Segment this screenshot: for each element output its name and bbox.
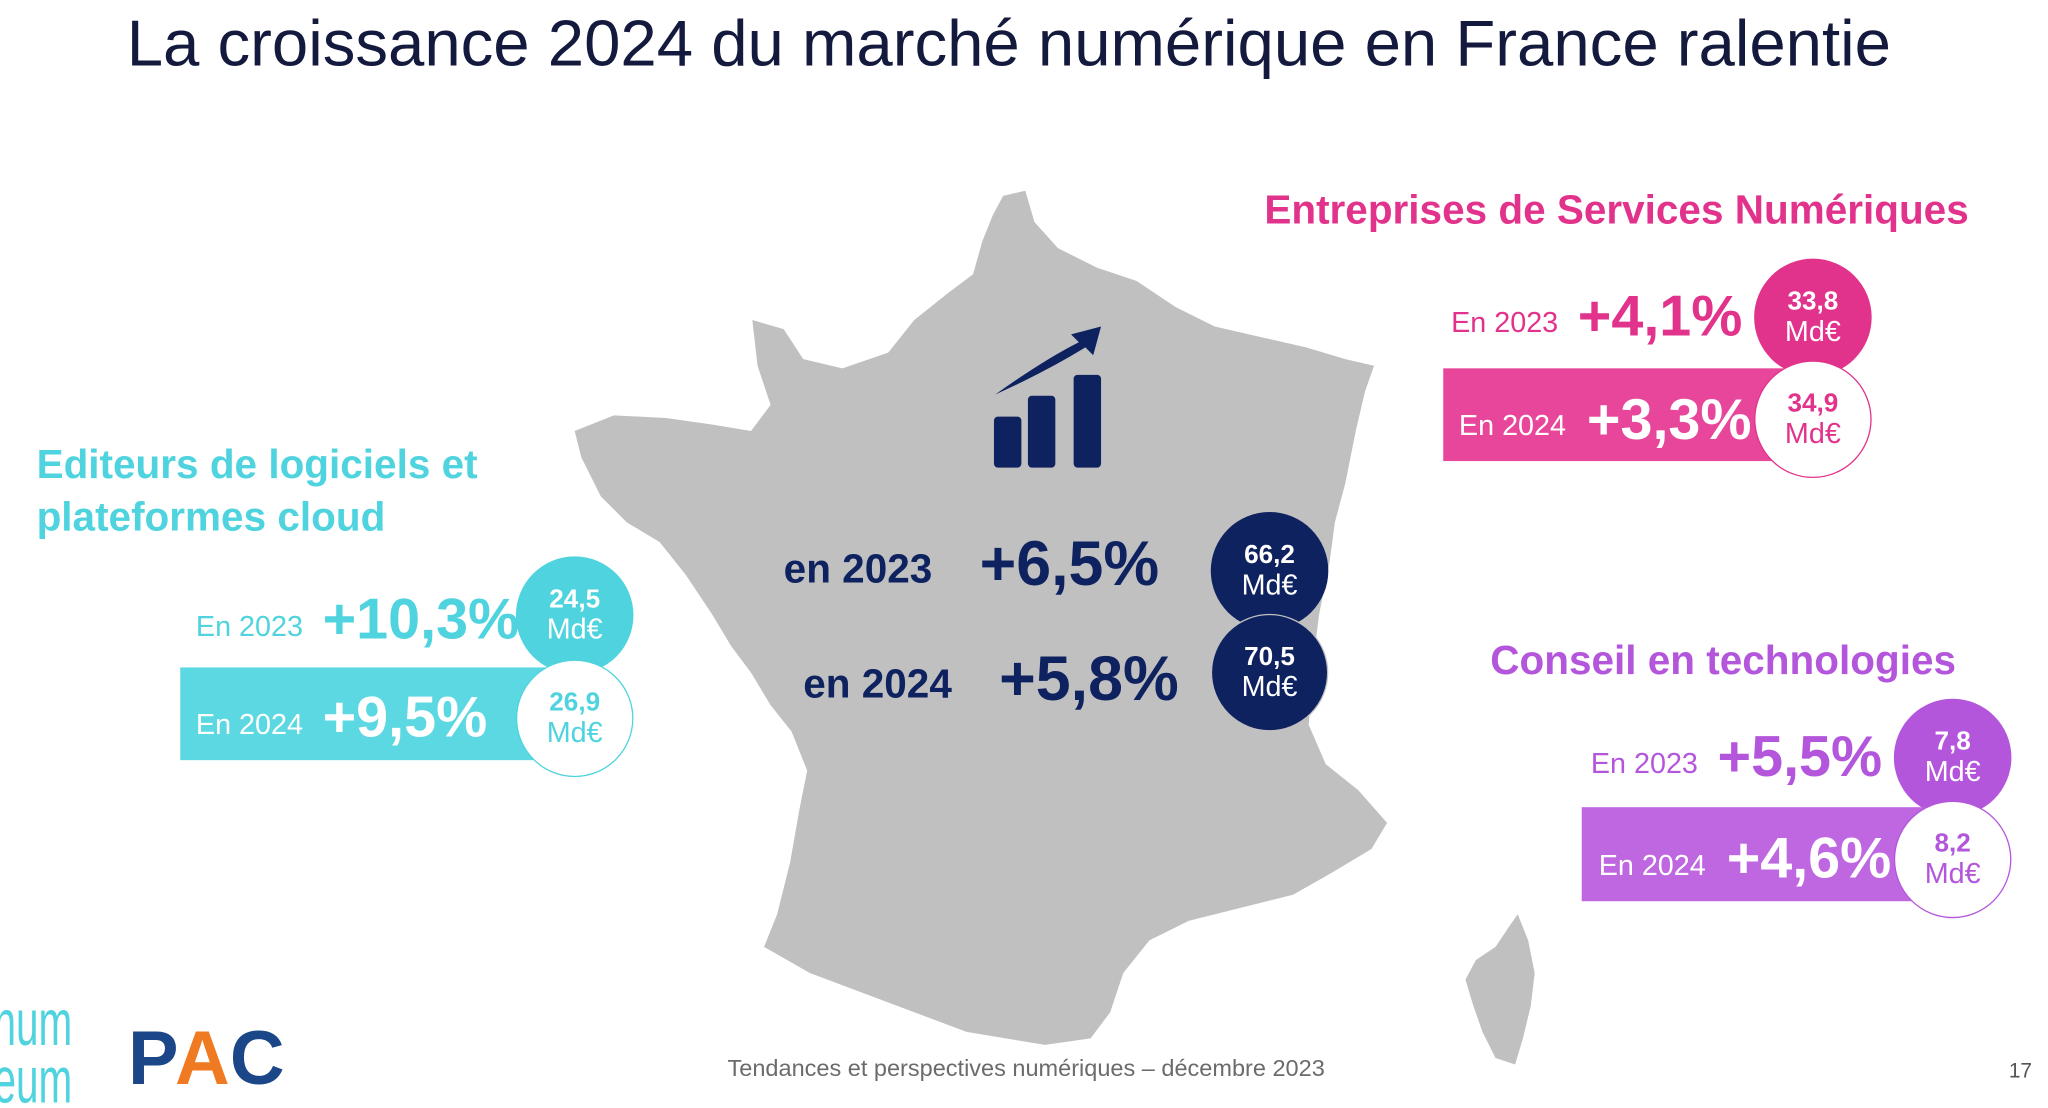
footer-text: Tendances et perspectives numériques – d… <box>727 1055 1325 1082</box>
esn-heading: Entreprises de Services Numériques <box>1264 186 1969 233</box>
esn-2024-value-badge: 34,9 Md€ <box>1754 360 1872 479</box>
heading-line: Editeurs de logiciels et <box>36 441 478 488</box>
page-title: La croissance 2024 du marché numérique e… <box>126 6 1891 80</box>
center-2024-growth: +5,8% <box>999 645 1179 715</box>
conseil-2024-bar <box>1581 807 1954 902</box>
center-2023-growth: +6,5% <box>979 530 1160 600</box>
editeurs-2023-label: En 2023 <box>195 609 303 643</box>
conseil-2023-label: En 2023 <box>1590 747 1698 780</box>
esn-2024-bar <box>1443 368 1816 462</box>
editeurs-2023-value-badge: 24,5 Md€ <box>515 556 634 674</box>
conseil-2024-label: En 2024 <box>1598 848 1706 882</box>
logo-text: P <box>128 1016 179 1092</box>
value: 8,2 <box>1934 829 1971 859</box>
value: 34,9 <box>1787 389 1839 418</box>
editeurs-2024-growth: +9,5% <box>322 685 488 750</box>
france-mainland-shape <box>574 190 1388 1045</box>
esn-2023-growth: +4,1% <box>1577 284 1743 349</box>
heading-line: plateformes cloud <box>36 493 386 540</box>
corsica-shape <box>1465 914 1535 1065</box>
unit: Md€ <box>1241 568 1298 601</box>
unit: Md€ <box>1784 314 1841 348</box>
esn-2023-value-badge: 33,8 Md€ <box>1754 258 1872 377</box>
esn-2024-label: En 2024 <box>1458 408 1566 442</box>
value: 66,2 <box>1244 540 1295 570</box>
logo-text: A <box>175 1016 230 1092</box>
center-2024-value-badge: 70,5 Md€ <box>1210 613 1329 732</box>
conseil-2024-value-badge: 8,2 Md€ <box>1893 800 2012 919</box>
esn-2024-growth: +3,3% <box>1586 387 1752 452</box>
value: 70,5 <box>1244 642 1295 672</box>
unit: Md€ <box>1924 754 1981 788</box>
center-2024-label: en 2024 <box>803 660 952 707</box>
conseil-2024-growth: +4,6% <box>1726 826 1892 891</box>
unit: Md€ <box>1784 416 1841 450</box>
page-number: 17 <box>2008 1060 2033 1083</box>
unit: Md€ <box>546 612 603 646</box>
logo-text: eum <box>0 1043 72 1107</box>
logo-text: num <box>0 995 72 1059</box>
editeurs-2024-value-badge: 26,9 Md€ <box>515 659 634 778</box>
unit: Md€ <box>1241 670 1298 703</box>
center-2023-label: en 2023 <box>783 545 933 592</box>
editeurs-2023-growth: +10,3% <box>322 587 520 652</box>
value: 7,8 <box>1934 727 1971 757</box>
conseil-2023-growth: +5,5% <box>1717 724 1883 789</box>
unit: Md€ <box>546 715 603 749</box>
logo-text: C <box>230 1016 285 1092</box>
value: 33,8 <box>1787 287 1839 317</box>
value: 24,5 <box>549 585 601 614</box>
pac-logo: P A C <box>128 1016 285 1092</box>
conseil-heading: Conseil en technologies <box>1490 637 1956 684</box>
editeurs-heading: Editeurs de logiciels et plateformes clo… <box>37 439 478 543</box>
unit: Md€ <box>1924 856 1981 890</box>
esn-2023-label: En 2023 <box>1451 305 1559 339</box>
editeurs-2024-label: En 2024 <box>195 707 303 741</box>
editeurs-2024-bar <box>180 667 546 761</box>
conseil-2023-value-badge: 7,8 Md€ <box>1893 698 2012 817</box>
bar-chart-growth-icon <box>993 326 1102 468</box>
value: 26,9 <box>549 688 601 718</box>
center-2023-value-badge: 66,2 Md€ <box>1210 511 1329 630</box>
numeum-logo: num eum <box>0 995 72 1107</box>
